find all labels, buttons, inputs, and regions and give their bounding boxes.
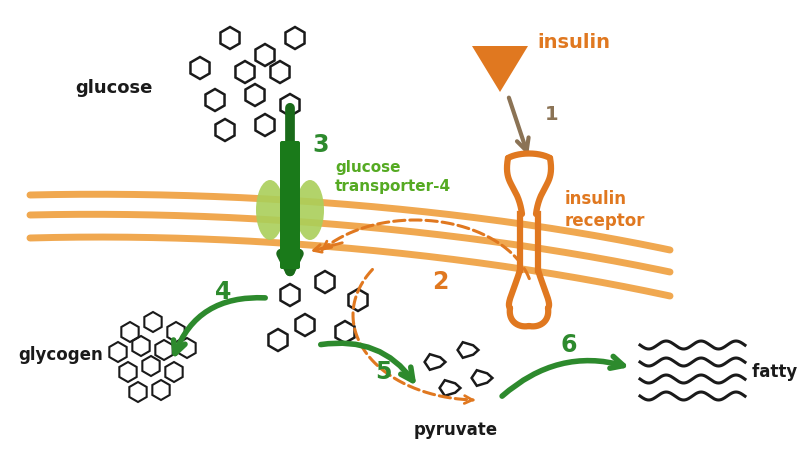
FancyBboxPatch shape (280, 141, 300, 269)
Text: 2: 2 (432, 270, 448, 294)
Text: 5: 5 (375, 360, 391, 384)
Text: 1: 1 (545, 106, 558, 125)
Text: insulin: insulin (537, 33, 610, 51)
Ellipse shape (296, 180, 324, 240)
Text: fatty acids: fatty acids (752, 363, 800, 381)
Text: glucose
transporter-4: glucose transporter-4 (335, 160, 451, 194)
Text: 4: 4 (215, 280, 231, 304)
Text: pyruvate: pyruvate (414, 421, 498, 439)
Ellipse shape (256, 180, 284, 240)
Text: glucose: glucose (75, 79, 152, 97)
Text: glycogen: glycogen (18, 346, 102, 364)
Polygon shape (472, 46, 528, 92)
Text: 3: 3 (312, 133, 329, 157)
Text: 6: 6 (560, 333, 577, 357)
Text: insulin
receptor: insulin receptor (565, 190, 646, 230)
